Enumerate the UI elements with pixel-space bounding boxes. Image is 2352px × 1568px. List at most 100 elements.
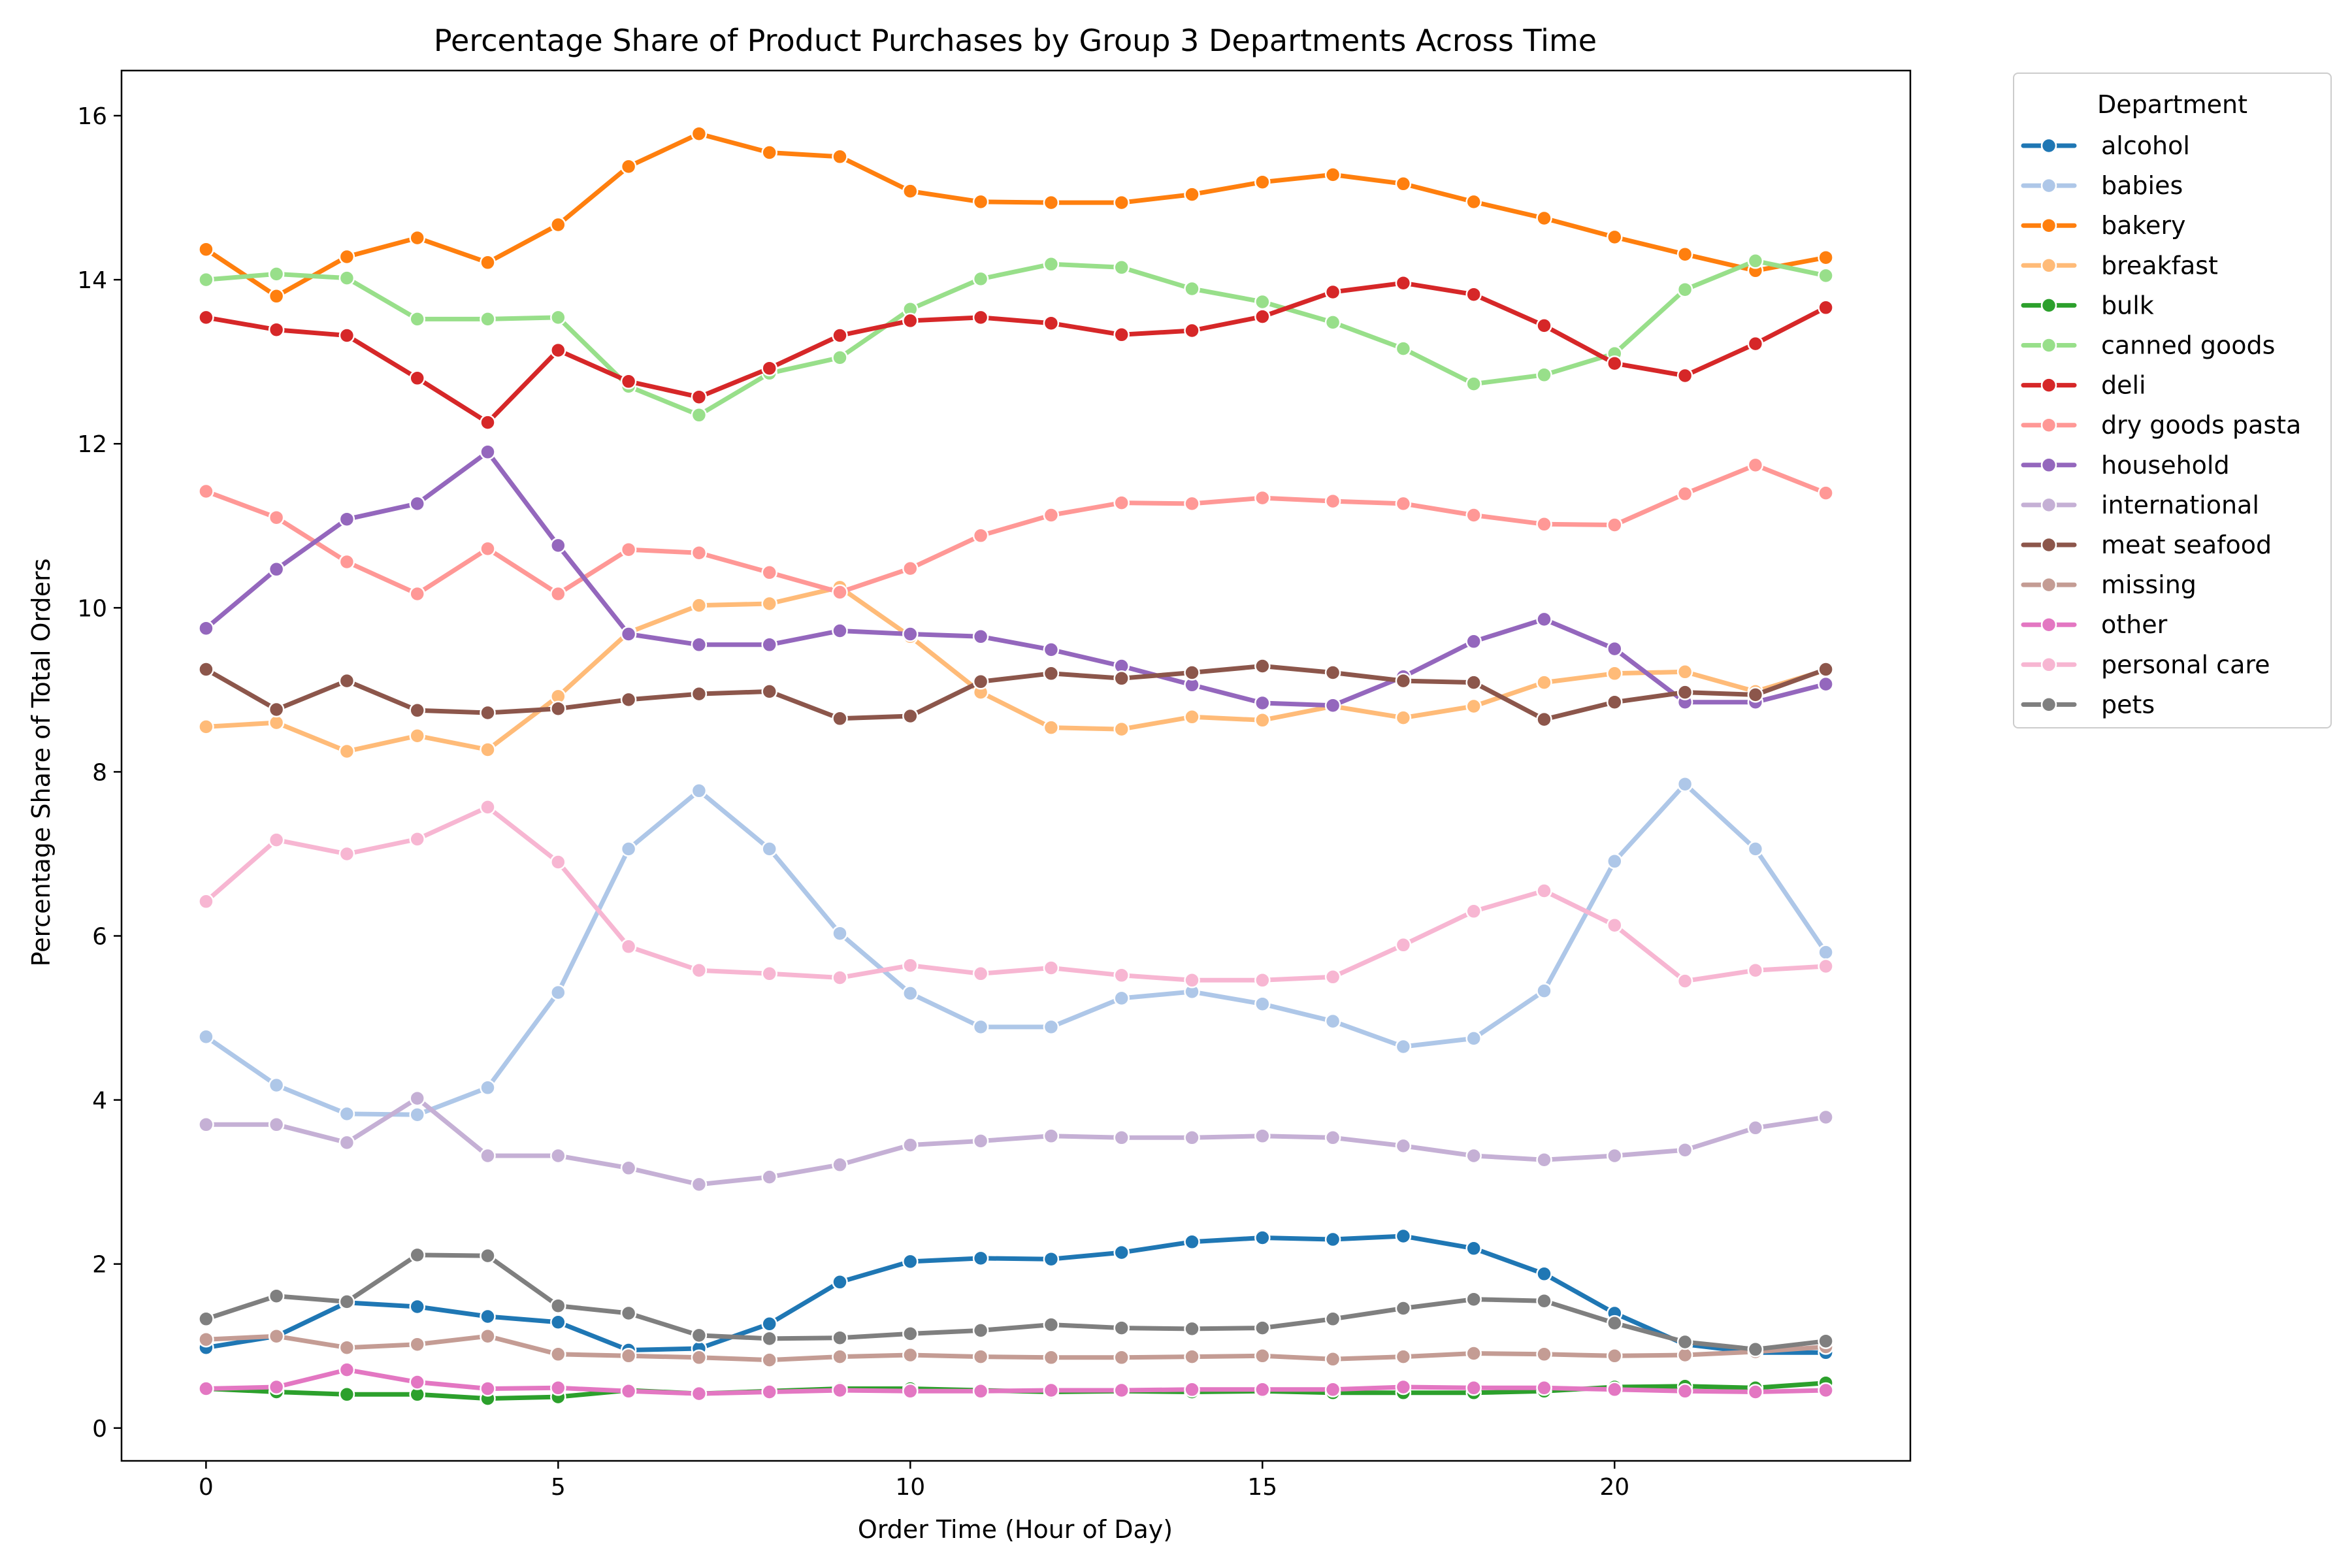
data-point [1184,186,1200,203]
data-point [338,1339,355,1356]
data-point [1395,937,1412,953]
data-point [268,288,285,304]
data-point [338,553,355,570]
data-point [620,938,637,955]
legend-label: other [2101,610,2168,639]
data-point [620,841,637,857]
legend-item: dry goods pasta [2021,411,2301,440]
data-point [1395,1348,1412,1365]
data-point [1254,293,1271,310]
data-point [1184,664,1200,681]
data-point [1747,335,1764,352]
data-point [620,1348,637,1364]
data-point [480,742,496,758]
data-point [1536,674,1552,691]
y-tick-label: 6 [92,924,107,951]
data-point [1113,327,1130,343]
data-point [1324,969,1341,985]
y-tick-label: 2 [92,1252,107,1279]
data-point [1113,1349,1130,1366]
legend-label: bakery [2101,211,2186,240]
data-point [1184,1381,1200,1398]
series-other [198,1362,1834,1402]
data-point [832,970,848,986]
data-point [832,327,848,344]
series-line [203,664,1829,722]
data-point [198,620,214,636]
legend-swatch-marker [2040,137,2057,154]
legend-item: bulk [2021,291,2154,319]
data-point [1395,672,1412,689]
data-point [1818,1382,1834,1399]
data-point [268,832,285,848]
series-dry-goods-pasta [198,457,1834,602]
y-tick-label: 10 [77,595,107,622]
data-point [972,1383,989,1399]
data-point [620,373,637,390]
data-point [1676,1347,1693,1364]
data-point [1324,1013,1341,1030]
data-point [550,1346,566,1363]
legend: Department alcohol babies bakery breakfast b… [2013,73,2332,728]
data-point [480,1247,496,1264]
data-point [1536,1151,1552,1168]
data-point [761,841,777,857]
legend-label: international [2101,491,2259,519]
data-point [1395,1228,1412,1245]
data-point [832,148,848,165]
data-point [338,1105,355,1122]
data-point [761,1384,777,1400]
series-breakfast [198,579,1834,760]
data-point [1395,710,1412,726]
legend-item: personal care [2021,650,2270,679]
data-point [1465,1291,1482,1307]
data-point [268,509,285,526]
data-point [1465,674,1482,691]
series-line [203,1252,1829,1352]
data-point [1676,1141,1693,1158]
series-pets [198,1247,1834,1358]
data-point [1043,256,1060,272]
legend-item: breakfast [2021,251,2218,280]
data-point [972,1250,989,1267]
data-point [338,672,355,689]
series-personal-care [198,799,1834,989]
series-bakery [198,125,1834,304]
data-point [1747,687,1764,703]
data-point [902,312,919,329]
data-point [480,311,496,327]
data-point [480,1380,496,1397]
legend-title: Department [2097,90,2247,119]
data-point [338,743,355,760]
data-point [198,1028,214,1045]
data-point [972,309,989,326]
y-tick-label: 8 [92,759,107,786]
data-point [620,1305,637,1322]
y-axis: 0 2 4 6 8 10 12 14 16 [77,103,122,1443]
data-point [1254,1128,1271,1145]
data-point [1113,1320,1130,1336]
legend-item: canned goods [2021,331,2275,360]
data-point [268,321,285,338]
legend-item: meat seafood [2021,531,2272,559]
data-point [198,1380,214,1397]
data-point [1747,1120,1764,1136]
data-point [1818,661,1834,678]
legend-swatch-marker [2040,576,2057,593]
data-point [902,957,919,973]
data-point [1254,489,1271,506]
data-point [480,799,496,815]
legend-item: other [2021,610,2168,639]
data-point [1465,903,1482,920]
data-point [1747,253,1764,269]
data-point [268,266,285,282]
data-point [1536,611,1552,628]
data-point [691,1349,708,1366]
data-point [832,623,848,639]
data-point [1043,1250,1060,1267]
data-point [550,700,566,717]
series-line [203,1096,1829,1187]
x-axis-title: Order Time (Hour of Day) [858,1515,1173,1544]
data-point [1113,259,1130,276]
y-tick-label: 14 [77,267,107,294]
